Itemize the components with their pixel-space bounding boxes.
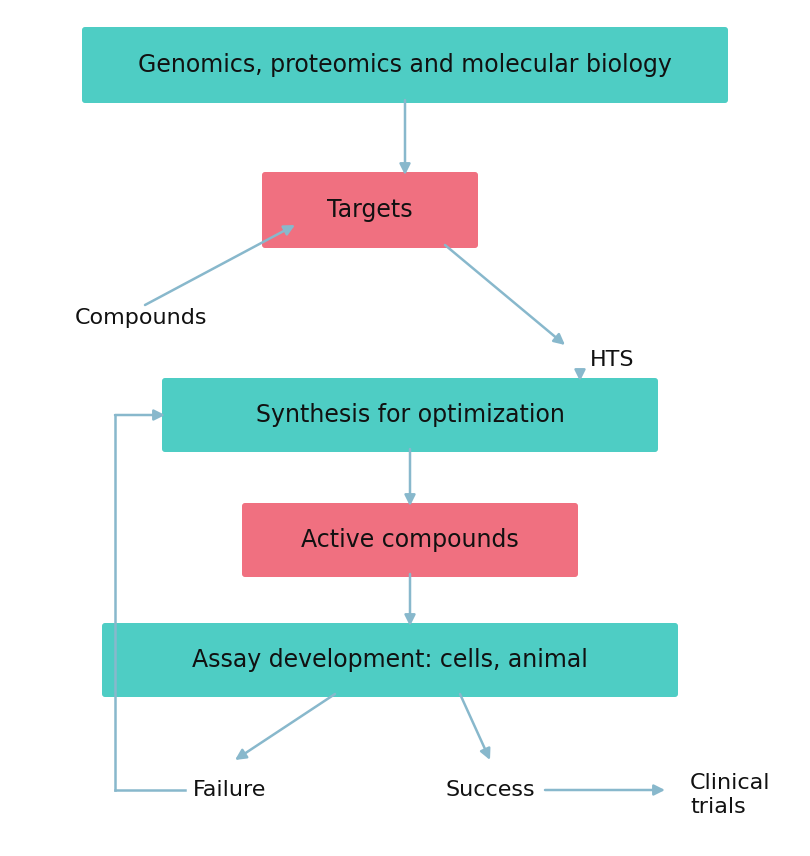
Text: HTS: HTS [590, 350, 634, 370]
Text: Targets: Targets [327, 198, 413, 222]
Text: Genomics, proteomics and molecular biology: Genomics, proteomics and molecular biolo… [138, 53, 672, 77]
Text: Failure: Failure [194, 780, 266, 800]
FancyBboxPatch shape [102, 623, 678, 697]
FancyBboxPatch shape [162, 378, 658, 452]
Text: Assay development: cells, animal: Assay development: cells, animal [192, 648, 588, 672]
Text: Compounds: Compounds [75, 308, 207, 328]
FancyBboxPatch shape [82, 27, 728, 103]
Text: Clinical
trials: Clinical trials [690, 774, 770, 817]
Text: Synthesis for optimization: Synthesis for optimization [256, 403, 565, 427]
FancyBboxPatch shape [262, 172, 478, 248]
FancyBboxPatch shape [242, 503, 578, 577]
Text: Success: Success [446, 780, 535, 800]
Text: Active compounds: Active compounds [301, 528, 519, 552]
